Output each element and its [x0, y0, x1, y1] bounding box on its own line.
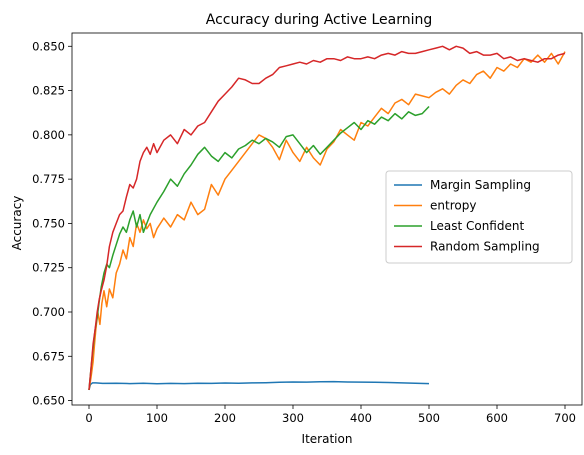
x-tick-label: 100 — [146, 411, 168, 425]
y-tick-label: 0.700 — [32, 305, 65, 319]
series-line-0 — [88, 380, 430, 391]
series-line-3 — [88, 45, 566, 390]
legend-label-0: Margin Sampling — [430, 178, 531, 192]
y-axis-label: Accuracy — [10, 196, 24, 251]
x-tick-label: 300 — [282, 411, 304, 425]
legend-label-1: entropy — [430, 199, 476, 213]
y-tick-label: 0.675 — [32, 349, 65, 363]
plot-area — [71, 32, 583, 406]
y-tick-label: 0.750 — [32, 216, 65, 230]
x-tick-label: 700 — [554, 411, 576, 425]
y-tick-label: 0.800 — [32, 128, 65, 142]
x-tick-label: 600 — [486, 411, 508, 425]
plot-lines — [88, 45, 566, 391]
legend: Margin Sampling entropy Least Confident Ran… — [385, 170, 573, 264]
series-line-1 — [88, 51, 566, 391]
y-axis: 0.650 0.675 0.700 0.725 0.750 0.775 0.800 0.825… — [32, 39, 72, 408]
y-tick-label: 0.650 — [32, 394, 65, 408]
x-tick-label: 500 — [418, 411, 440, 425]
legend-label-2: Least Confident — [430, 219, 524, 233]
y-tick-label: 0.850 — [32, 39, 65, 53]
x-axis: 0 100 200 300 400 500 600 700 — [85, 405, 576, 425]
legend-box — [385, 170, 573, 264]
x-tick-label: 200 — [214, 411, 236, 425]
y-tick-label: 0.775 — [32, 172, 65, 186]
y-tick-label: 0.825 — [32, 84, 65, 98]
x-tick-label: 400 — [350, 411, 372, 425]
series-line-2 — [88, 105, 430, 390]
x-tick-label: 0 — [85, 411, 92, 425]
y-tick-label: 0.725 — [32, 261, 65, 275]
legend-label-3: Random Sampling — [430, 240, 540, 254]
chart-title: Accuracy during Active Learning — [206, 12, 433, 28]
x-axis-label: Iteration — [302, 432, 353, 446]
